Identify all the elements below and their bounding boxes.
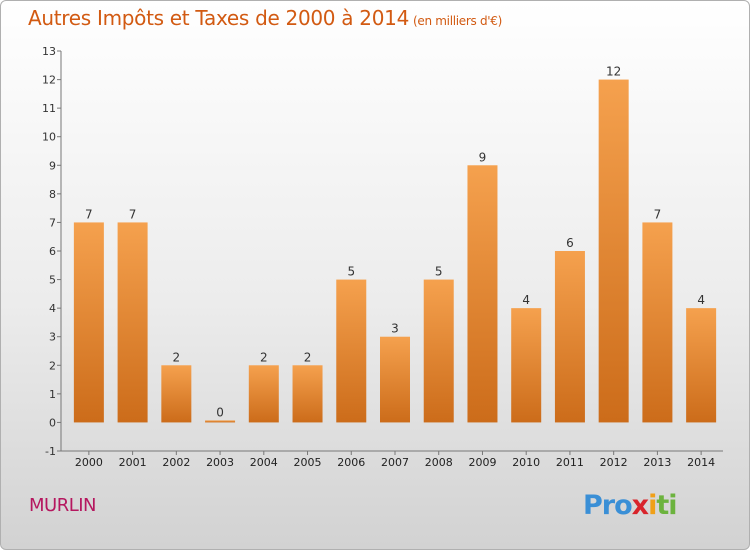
bar: [161, 365, 192, 423]
proxiti-logo: Proxiti: [583, 490, 678, 521]
data-label: 7: [654, 207, 662, 221]
chart-title-text: Autres Impôts et Taxes de 2000 à 2014: [28, 6, 409, 30]
x-tick-label: 2008: [425, 456, 453, 469]
y-tick-label: 7: [49, 216, 56, 229]
x-tick-label: 2012: [600, 456, 628, 469]
y-tick-label: 11: [42, 102, 56, 115]
x-tick-label: 2005: [294, 456, 322, 469]
x-tick-label: 2006: [337, 456, 365, 469]
bar: [336, 279, 367, 423]
data-label: 3: [391, 322, 399, 336]
chart-labels: 2000 7 2001 7 2002 2 2003 0 2004 2 2005 2 2006 5 2007 3…: [75, 65, 715, 469]
y-tick-label: 3: [49, 331, 56, 344]
x-tick-label: 2014: [687, 456, 715, 469]
data-label: 12: [606, 65, 621, 79]
y-tick-label: 0: [49, 416, 56, 429]
data-label: 9: [479, 150, 487, 164]
x-tick-label: 2003: [206, 456, 234, 469]
data-label: 4: [697, 293, 705, 307]
x-tick-label: 2000: [75, 456, 103, 469]
y-tick-label: 2: [49, 359, 56, 372]
x-tick-label: 2004: [250, 456, 278, 469]
x-tick-label: 2001: [119, 456, 147, 469]
bar: [467, 165, 498, 423]
data-label: 2: [260, 350, 268, 364]
y-tick-label: 4: [49, 302, 56, 315]
x-tick-label: 2010: [512, 456, 540, 469]
y-tick-label: 13: [42, 45, 56, 58]
logo-part-1: Pro: [583, 490, 633, 521]
x-tick-label: 2011: [556, 456, 584, 469]
y-tick-label: 9: [49, 159, 56, 172]
data-label: 7: [85, 207, 93, 221]
logo-part-4: ti: [656, 490, 677, 521]
data-label: 6: [566, 236, 574, 250]
bar: [248, 365, 279, 423]
x-tick-label: 2002: [162, 456, 190, 469]
x-tick-label: 2013: [643, 456, 671, 469]
bar: [380, 336, 410, 423]
y-tick-label: 12: [42, 74, 56, 87]
bar: [117, 222, 148, 423]
bar: [686, 308, 717, 423]
y-tick-label: 6: [49, 245, 56, 258]
chart-title: Autres Impôts et Taxes de 2000 à 2014 (en…: [28, 6, 502, 30]
chart-bars: [73, 79, 717, 423]
logo-part-3: i: [648, 490, 657, 521]
y-tick-label: 10: [42, 131, 56, 144]
data-label: 7: [129, 207, 137, 221]
bar: [73, 222, 104, 423]
bar: [205, 420, 236, 423]
x-tick-label: 2009: [468, 456, 496, 469]
data-label: 0: [216, 405, 224, 419]
bar: [642, 222, 673, 423]
x-tick-label: 2007: [381, 456, 409, 469]
data-label: 4: [522, 293, 530, 307]
bar: [598, 79, 629, 423]
bar: [292, 365, 323, 423]
y-tick-label: 1: [49, 388, 56, 401]
bar: [554, 251, 585, 423]
data-label: 5: [347, 265, 355, 279]
data-label: 2: [304, 350, 312, 364]
y-tick-label: 8: [49, 188, 56, 201]
data-label: 5: [435, 265, 443, 279]
y-tick-label: 5: [49, 274, 56, 287]
logo-part-2: x: [631, 490, 649, 521]
chart-title-unit: (en milliers d'€): [413, 14, 503, 28]
bar: [511, 308, 542, 423]
bar: [423, 279, 454, 423]
commune-name: MURLIN: [29, 495, 97, 516]
data-label: 2: [173, 350, 181, 364]
y-tick-label: -1: [45, 445, 56, 458]
